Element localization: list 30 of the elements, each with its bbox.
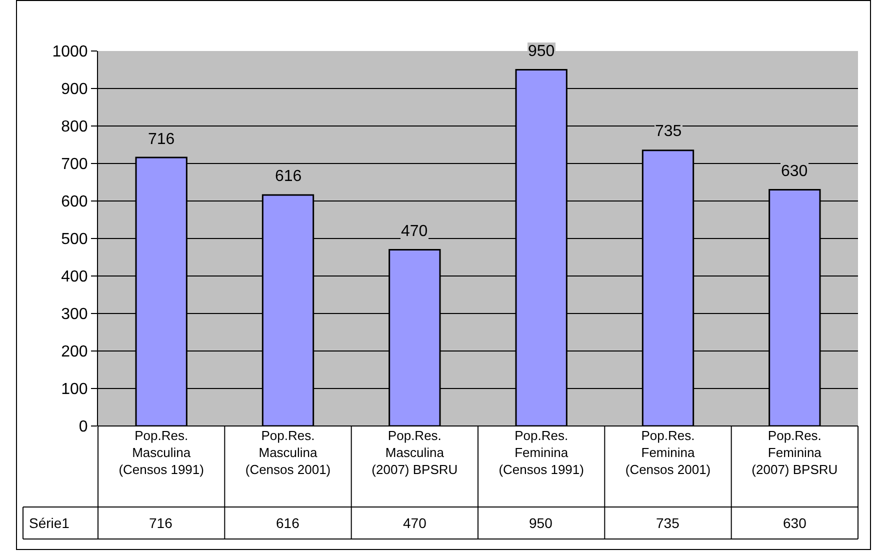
y-tick-label: 100 (61, 381, 88, 398)
annotation: 950 (528, 43, 555, 60)
x-tick-label: Pop.Res. Masculina (Censos 1991) (118, 428, 204, 477)
y-tick-label: 600 (61, 194, 88, 211)
annotation: 616 (275, 168, 302, 185)
data-label: 630 (783, 515, 807, 531)
annotation: 716 (148, 131, 175, 148)
annotation: 470 (401, 223, 428, 240)
x-tick-label: Pop.Res. Masculina (Censos 2001) (245, 428, 331, 477)
y-tick-label: 400 (61, 268, 88, 286)
annotation: 735 (655, 123, 682, 140)
x-tick-label: Pop.Res. Feminina (2007) BPSRU (752, 428, 838, 477)
x-tick-label: Pop.Res. Masculina (2007) BPSRU (372, 428, 458, 477)
y-tick-label: 0 (78, 418, 88, 436)
y-tick-label: 1000 (52, 44, 88, 61)
annotation: 630 (781, 163, 808, 180)
data-label: 716 (149, 515, 173, 531)
data-label: 616 (276, 515, 300, 531)
y-tick-label: 500 (61, 231, 88, 248)
y-tick-label: 200 (61, 344, 88, 361)
legend-label: Série1 (29, 515, 70, 531)
data-label: 950 (529, 515, 553, 531)
x-tick-label: Pop.Res. Feminina (Censos 2001) (625, 428, 711, 477)
y-tick-label: 300 (61, 306, 88, 324)
y-tick-label: 800 (61, 118, 88, 136)
y-tick-label: 700 (61, 156, 88, 174)
x-tick-label: Pop.Res. Feminina (Censos 1991) (498, 428, 584, 477)
data-label: 470 (403, 515, 427, 531)
y-tick-label: 900 (61, 81, 88, 98)
data-label: 735 (656, 515, 680, 531)
